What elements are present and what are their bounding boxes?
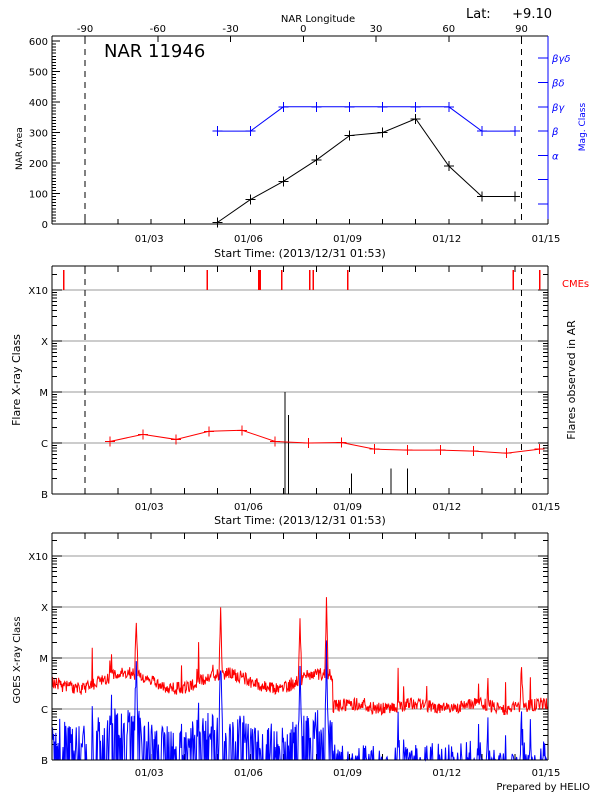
p1-top-tick-label: -60 (150, 24, 166, 35)
p1-top-tick-label: 30 (370, 24, 383, 35)
p3-xtick-label: 01/15 (532, 768, 561, 779)
p1-top-tick-label: 0 (300, 24, 306, 35)
p3-ytick-label: X10 (28, 552, 48, 563)
region-title: NAR 11946 (104, 41, 205, 62)
p3-xtick-label: 01/12 (432, 768, 461, 779)
p2-ytick-label: C (41, 439, 48, 450)
p1-xtick-label: 01/15 (532, 234, 561, 245)
p1-top-tick-label: 90 (515, 24, 528, 35)
p1-y2-tick-label: βδ (551, 79, 565, 90)
p1-ytick-label: 300 (29, 129, 48, 140)
cme-label: CMEs (562, 279, 589, 290)
p1-xlabel: Start Time: (2013/12/31 01:53) (214, 247, 386, 260)
mag-class-line (217, 106, 515, 132)
panel-goes-xray: B C M X X10 01/03 01/06 01/09 01/12 01/15 (28, 532, 561, 779)
p1-xtick-label: 01/06 (234, 234, 263, 245)
p1-ylabel: NAR Area (15, 127, 25, 170)
p1-y2-tick-label: βγδ (551, 54, 570, 65)
p1-y2-tick-label: βγ (551, 103, 565, 114)
p2-xtick-label: 01/15 (532, 502, 561, 513)
p1-xtick-label: 01/12 (432, 234, 461, 245)
p3-xtick-label: 01/03 (135, 768, 164, 779)
p2-xtick-label: 01/06 (234, 502, 263, 513)
p3-ytick-label: B (41, 756, 48, 767)
p3-xtick-label: 01/06 (234, 768, 263, 779)
p2-y2label: Flares observed in AR (565, 320, 578, 440)
p2-ytick-label: B (41, 490, 48, 501)
p1-ytick-label: 100 (29, 190, 48, 201)
p1-ytick-label: 0 (42, 220, 48, 231)
lat-value: +9.10 (512, 7, 552, 22)
p1-ytick-label: 500 (29, 68, 48, 79)
p1-y2label: Mag. Class (578, 102, 588, 151)
p2-ylabel: Flare X-ray Class (10, 334, 23, 426)
p2-xlabel: Start Time: (2013/12/31 01:53) (214, 514, 386, 527)
footer-credit: Prepared by HELIO (496, 782, 590, 793)
p1-ytick-label: 400 (29, 98, 48, 109)
p1-ytick-label: 200 (29, 159, 48, 170)
area-line (217, 118, 515, 223)
p3-ytick-label: X (41, 603, 48, 614)
p2-ytick-label: X10 (28, 286, 48, 297)
top-axis-title: NAR Longitude (281, 14, 355, 25)
p1-xtick-label: 01/03 (135, 234, 164, 245)
p1-xtick-label: 01/09 (333, 234, 362, 245)
panel-flare-class: B C M X X10 01/03 01/06 01/09 01/12 01/15 (28, 265, 561, 513)
p1-top-tick-label: -90 (77, 24, 93, 35)
p1-top-tick-label: 60 (442, 24, 455, 35)
goes-long-channel-line (51, 597, 549, 716)
p1-ytick-label: 600 (29, 37, 48, 48)
p2-xtick-label: 01/09 (333, 502, 362, 513)
p3-ytick-label: M (39, 654, 48, 665)
p1-top-tick-label: -30 (222, 24, 238, 35)
p3-ytick-label: C (41, 705, 48, 716)
p2-xtick-label: 01/12 (432, 502, 461, 513)
p3-ylabel: GOES X-ray Class (12, 616, 23, 703)
p1-y2-tick-label: α (552, 151, 559, 162)
p2-ytick-label: M (39, 388, 48, 399)
p2-xtick-label: 01/03 (135, 502, 164, 513)
p1-y2-tick-label: β (551, 127, 559, 138)
panel-nar-area: 0 100 200 300 400 500 600 -90 -60 -30 0 30 60 90 01/03… (29, 24, 571, 245)
flare-background-line (109, 429, 540, 454)
lat-label: Lat: (466, 7, 491, 22)
p2-ytick-label: X (41, 337, 48, 348)
p3-xtick-label: 01/09 (333, 768, 362, 779)
